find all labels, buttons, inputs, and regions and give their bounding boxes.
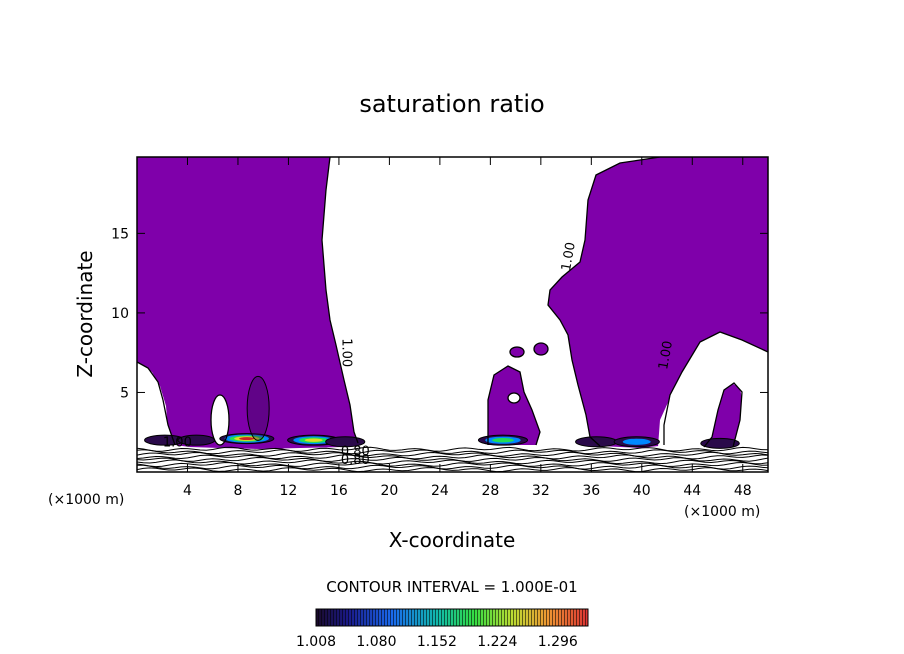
plot-area: 1.00 1.00 1.00 1.00 0.800.80	[137, 157, 768, 472]
x-axis-label: X-coordinate	[389, 528, 516, 552]
cloud-core-level	[492, 437, 514, 443]
x-tick-label: 32	[532, 483, 550, 499]
boundary-layer-contour	[137, 456, 768, 462]
boundary-layer-contours	[137, 446, 768, 472]
boundary-layer-contour	[137, 449, 768, 455]
cloud-core-outline	[325, 436, 366, 448]
contour-line	[509, 346, 525, 358]
contour-label: 1.00	[163, 436, 192, 451]
cloud-core-level	[239, 437, 255, 441]
contour-label: 1.00	[656, 340, 676, 371]
boundary-layer-contour	[137, 467, 768, 472]
colorbar-labels: 1.008 1.080 1.152 1.224 1.296	[296, 634, 578, 650]
contour-line	[210, 394, 230, 446]
colorbar-stripes	[316, 609, 588, 626]
chart-title: saturation ratio	[359, 90, 544, 118]
colorbar-tick-label: 1.080	[356, 634, 396, 650]
y-tick-label: 15	[111, 226, 129, 242]
colorbar-tick-label: 1.224	[477, 634, 517, 650]
boundary-layer-contour	[137, 461, 768, 468]
cloud-core-level	[177, 435, 215, 446]
subsaturated-hole	[137, 362, 172, 447]
cloud-core-level	[304, 438, 323, 442]
cloud-core-outline	[219, 433, 275, 445]
plot-frame	[136, 156, 769, 473]
x-tick-label: 16	[330, 483, 348, 499]
cloud-core-level	[325, 436, 365, 447]
cloud-core-outline	[477, 434, 529, 446]
contour-line	[547, 157, 661, 447]
colorbar-tick-label: 1.008	[296, 634, 336, 650]
x-tick-label: 40	[633, 483, 651, 499]
contour-line	[533, 342, 549, 356]
contour-line	[321, 157, 359, 444]
colorbar-tick-label: 1.296	[538, 634, 578, 650]
contour-line	[703, 382, 743, 448]
supersaturated-blob	[510, 347, 524, 357]
boundary-layer-contour	[137, 451, 768, 457]
subsaturated-hole	[211, 395, 229, 445]
contour-line	[137, 361, 176, 446]
x-axis-ticks: 4 8 12 16 20 24 28 32 36 40 44 48	[183, 157, 752, 499]
cloud-core-level	[622, 438, 651, 445]
x-tick-label: 24	[431, 483, 449, 499]
boundary-layer-contour	[137, 446, 768, 452]
cloud-core-level	[575, 436, 618, 447]
x-tick-label: 36	[582, 483, 600, 499]
colorbar: 1.008 1.080 1.152 1.224 1.296	[296, 608, 589, 650]
contour-labels: 1.00 1.00 1.00 1.00 0.800.80	[163, 241, 676, 468]
cloud-core-outline	[700, 437, 740, 449]
contour-label: 1.00	[559, 241, 579, 272]
contour-label: 0.80	[341, 444, 370, 459]
x-tick-label: 28	[481, 483, 499, 499]
boundary-layer-contour	[137, 464, 768, 470]
y-tick-label: 10	[111, 306, 129, 322]
x-tick-label: 4	[183, 483, 192, 499]
x-tick-label: 44	[683, 483, 701, 499]
y-tick-label: 5	[120, 385, 129, 401]
supersaturated-region-left	[137, 157, 358, 449]
boundary-layer-contour	[137, 454, 768, 460]
contour-interval-note: CONTOUR INTERVAL = 1.000E-01	[326, 578, 577, 596]
contour-label: 0.80	[341, 453, 370, 468]
contour-line	[663, 331, 768, 445]
supersaturated-region-mid	[488, 366, 540, 445]
supersaturated-region-right	[548, 157, 768, 448]
contour-line	[507, 392, 521, 404]
x-tick-label: 20	[380, 483, 398, 499]
subsaturated-hole	[508, 393, 520, 403]
contour-line	[487, 365, 541, 446]
cloud-cores	[144, 375, 740, 449]
cloud-core-outline	[613, 436, 660, 448]
supersaturated-blob	[534, 343, 548, 355]
cloud-core-outline	[246, 375, 270, 441]
cloud-core-level	[700, 438, 740, 449]
cloud-core-level	[247, 376, 270, 441]
contour-lines-1.00	[137, 157, 768, 448]
boundary-layer-contour	[137, 459, 768, 465]
colorbar-frame	[315, 608, 589, 627]
x-tick-label: 12	[280, 483, 298, 499]
contour-label: 1.00	[339, 338, 354, 367]
x-tick-label: 48	[734, 483, 752, 499]
y-axis-label: Z-coordinate	[73, 250, 97, 377]
x-tick-label: 8	[233, 483, 242, 499]
y-axis-ticks: 5 10 15	[111, 226, 768, 401]
colorbar-tick-label: 1.152	[417, 634, 457, 650]
subsaturated-hole	[658, 345, 768, 447]
x-unit-left: (×1000 m)	[48, 492, 124, 508]
x-unit-right: (×1000 m)	[684, 504, 760, 520]
